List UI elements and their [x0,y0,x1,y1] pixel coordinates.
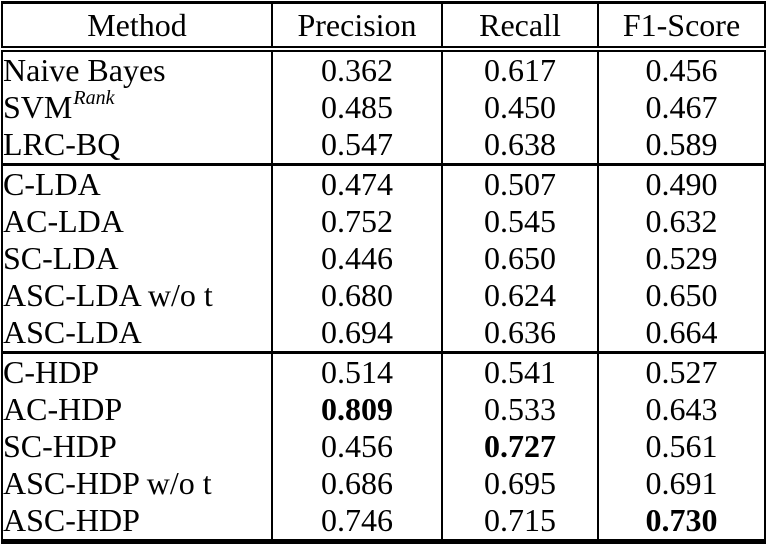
method-cell: SVMRank [2,89,272,126]
header-row: Method Precision Recall F1-Score [2,2,765,52]
precision-cell: 0.694 [271,314,442,353]
precision-cell: 0.752 [271,203,442,240]
method-label: Naive Bayes [3,52,166,88]
method-cell: AC-LDA [2,203,272,240]
method-label: C-LDA [3,166,101,202]
f1-cell: 0.589 [597,126,765,165]
f1-cell: 0.650 [597,277,765,314]
recall-cell: 0.636 [441,314,598,353]
table-row: AC-HDP 0.809 0.533 0.643 [2,391,765,428]
precision-cell: 0.474 [271,164,442,203]
precision-cell: 0.809 [271,391,442,428]
group-hdp: C-HDP 0.514 0.541 0.527 AC-HDP 0.809 0.5… [2,352,765,542]
recall-cell: 0.727 [441,428,598,465]
recall-cell: 0.450 [441,89,598,126]
method-cell: C-HDP [2,353,272,392]
table-row: Naive Bayes 0.362 0.617 0.456 [2,49,765,89]
table-row: C-LDA 0.474 0.507 0.490 [2,164,765,204]
recall-cell: 0.533 [441,391,598,428]
precision-cell: 0.514 [271,352,442,391]
method-label: AC-HDP [3,391,123,427]
f1-cell: 0.561 [597,428,765,465]
precision-cell: 0.680 [271,277,442,314]
method-cell: ASC-LDA w/o t [2,277,272,314]
table-row: ASC-HDP 0.746 0.715 0.730 [2,502,765,542]
precision-cell: 0.446 [271,240,442,277]
method-label: LRC-BQ [3,126,121,162]
method-cell: AC-HDP [2,391,272,428]
recall-cell: 0.541 [441,352,598,391]
column-header-method: Method [2,2,272,52]
method-label: AC-LDA [3,203,124,239]
recall-cell: 0.545 [441,203,598,240]
method-cell: ASC-HDP [2,502,272,542]
recall-cell: 0.617 [441,49,598,89]
method-label: SVM [3,89,73,125]
table-row: ASC-HDP w/o t 0.686 0.695 0.691 [2,465,765,502]
group-baselines: Naive Bayes 0.362 0.617 0.456 SVMRank 0.… [2,49,765,165]
precision-cell: 0.686 [271,465,442,502]
column-header-recall: Recall [441,2,598,52]
group-lda: C-LDA 0.474 0.507 0.490 AC-LDA 0.752 0.5… [2,164,765,353]
f1-cell: 0.527 [597,352,765,391]
column-header-f1: F1-Score [597,2,765,52]
table-row: C-HDP 0.514 0.541 0.527 [2,352,765,392]
f1-cell: 0.529 [597,240,765,277]
method-cell: SC-HDP [2,428,272,465]
precision-cell: 0.456 [271,428,442,465]
method-superscript: Rank [73,89,115,110]
method-label: ASC-HDP w/o t [3,465,212,501]
recall-cell: 0.638 [441,126,598,165]
precision-cell: 0.485 [271,89,442,126]
f1-cell: 0.467 [597,89,765,126]
f1-cell: 0.490 [597,164,765,203]
table-row: LRC-BQ 0.547 0.638 0.589 [2,126,765,165]
recall-cell: 0.650 [441,240,598,277]
method-label: ASC-LDA w/o t [3,277,213,313]
table-row: SC-HDP 0.456 0.727 0.561 [2,428,765,465]
method-label: SC-LDA [3,240,119,276]
f1-cell: 0.691 [597,465,765,502]
method-label: C-HDP [3,354,100,390]
f1-cell: 0.643 [597,391,765,428]
table-row: AC-LDA 0.752 0.545 0.632 [2,203,765,240]
method-cell: ASC-LDA [2,314,272,353]
precision-cell: 0.746 [271,502,442,542]
f1-cell: 0.730 [597,502,765,542]
table-row: SVMRank 0.485 0.450 0.467 [2,89,765,126]
method-cell: C-LDA [2,165,272,204]
f1-cell: 0.664 [597,314,765,353]
precision-cell: 0.547 [271,126,442,165]
recall-cell: 0.624 [441,277,598,314]
table-header: Method Precision Recall F1-Score [2,2,765,52]
method-cell: ASC-HDP w/o t [2,465,272,502]
recall-cell: 0.715 [441,502,598,542]
method-label: ASC-HDP [3,502,140,538]
table-row: SC-LDA 0.446 0.650 0.529 [2,240,765,277]
method-cell: SC-LDA [2,240,272,277]
method-cell: LRC-BQ [2,126,272,165]
table-row: ASC-LDA 0.694 0.636 0.664 [2,314,765,353]
method-cell: Naive Bayes [2,49,272,89]
f1-cell: 0.456 [597,49,765,89]
table-row: ASC-LDA w/o t 0.680 0.624 0.650 [2,277,765,314]
precision-cell: 0.362 [271,49,442,89]
recall-cell: 0.507 [441,164,598,203]
method-label: ASC-LDA [3,314,142,350]
column-header-precision: Precision [271,2,442,52]
method-label: SC-HDP [3,428,117,464]
recall-cell: 0.695 [441,465,598,502]
f1-cell: 0.632 [597,203,765,240]
